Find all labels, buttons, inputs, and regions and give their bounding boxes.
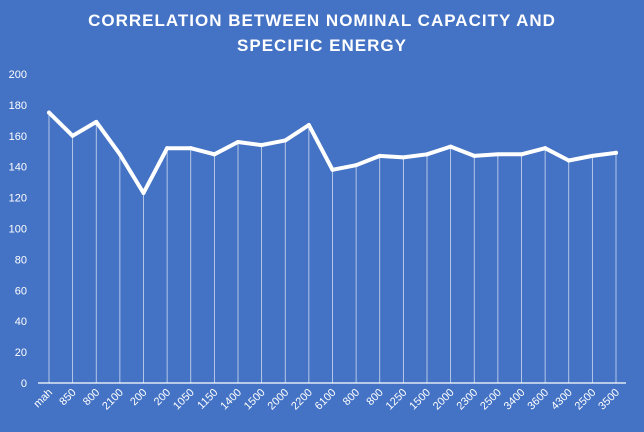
y-tick-label: 160 bbox=[9, 131, 27, 143]
data-point bbox=[425, 152, 429, 157]
x-tick-label: 800 bbox=[81, 387, 102, 408]
x-tick-label: 200 bbox=[152, 387, 173, 408]
x-tick-label: mah bbox=[31, 387, 55, 411]
data-point bbox=[283, 138, 288, 143]
data-point bbox=[354, 163, 359, 168]
x-tick-label: 1400 bbox=[218, 387, 244, 413]
data-point bbox=[188, 146, 193, 151]
x-tick-label: 3400 bbox=[502, 387, 528, 413]
data-point bbox=[472, 153, 477, 158]
data-point bbox=[614, 150, 618, 155]
x-tick-label: 2500 bbox=[573, 387, 599, 413]
y-tick-label: 0 bbox=[21, 378, 27, 390]
x-tick-label: 2200 bbox=[289, 387, 315, 413]
y-tick-label: 200 bbox=[9, 69, 27, 81]
chart-title-line-2: SPECIFIC ENERGY bbox=[237, 36, 407, 55]
y-tick-label: 140 bbox=[9, 162, 27, 174]
data-point bbox=[448, 144, 453, 149]
data-point bbox=[401, 155, 406, 160]
x-tick-label: 3500 bbox=[596, 387, 622, 413]
y-tick-label: 120 bbox=[9, 193, 27, 205]
x-tick-label: 4300 bbox=[549, 387, 575, 413]
data-point bbox=[47, 110, 51, 115]
data-point bbox=[519, 152, 524, 157]
x-tick-label: 1150 bbox=[195, 387, 220, 412]
x-tick-label: 1500 bbox=[242, 387, 268, 413]
x-tick-label: 800 bbox=[341, 387, 362, 408]
data-point bbox=[70, 133, 75, 138]
data-point bbox=[165, 146, 170, 151]
data-point bbox=[94, 119, 99, 124]
data-point bbox=[259, 143, 264, 148]
data-point bbox=[543, 146, 548, 151]
data-point bbox=[377, 153, 382, 158]
data-point bbox=[117, 152, 122, 157]
chart-title: CORRELATION BETWEEN NOMINAL CAPACITY AND… bbox=[0, 8, 644, 58]
y-tick-label: 20 bbox=[15, 347, 27, 359]
x-tick-label: 2100 bbox=[100, 387, 126, 413]
data-point bbox=[495, 152, 500, 157]
x-tick-label: 1250 bbox=[384, 387, 410, 413]
data-point bbox=[236, 139, 240, 144]
x-tick-label: 1500 bbox=[407, 387, 433, 413]
x-tick-label: 850 bbox=[57, 387, 78, 408]
y-tick-label: 100 bbox=[9, 224, 27, 236]
data-point bbox=[590, 153, 595, 158]
data-point bbox=[212, 152, 217, 157]
x-tick-label: 1050 bbox=[171, 387, 197, 413]
chart-title-line-1: CORRELATION BETWEEN NOMINAL CAPACITY AND bbox=[88, 11, 556, 30]
x-tick-label: 2500 bbox=[478, 387, 504, 413]
data-point bbox=[141, 190, 146, 195]
y-tick-label: 40 bbox=[15, 316, 27, 328]
x-tick-label: 200 bbox=[128, 387, 149, 408]
data-point bbox=[566, 158, 571, 163]
x-tick-label: 800 bbox=[364, 387, 385, 408]
data-point bbox=[306, 122, 311, 127]
data-point bbox=[330, 167, 335, 172]
x-tick-label: 6100 bbox=[313, 387, 339, 413]
x-tick-label: 2000 bbox=[266, 387, 292, 413]
y-tick-label: 80 bbox=[15, 254, 27, 266]
x-tick-label: 3600 bbox=[525, 387, 551, 413]
x-tick-label: 2000 bbox=[431, 387, 457, 413]
y-tick-label: 180 bbox=[9, 100, 27, 112]
y-tick-label: 60 bbox=[15, 285, 27, 297]
x-tick-label: 2300 bbox=[455, 387, 481, 413]
